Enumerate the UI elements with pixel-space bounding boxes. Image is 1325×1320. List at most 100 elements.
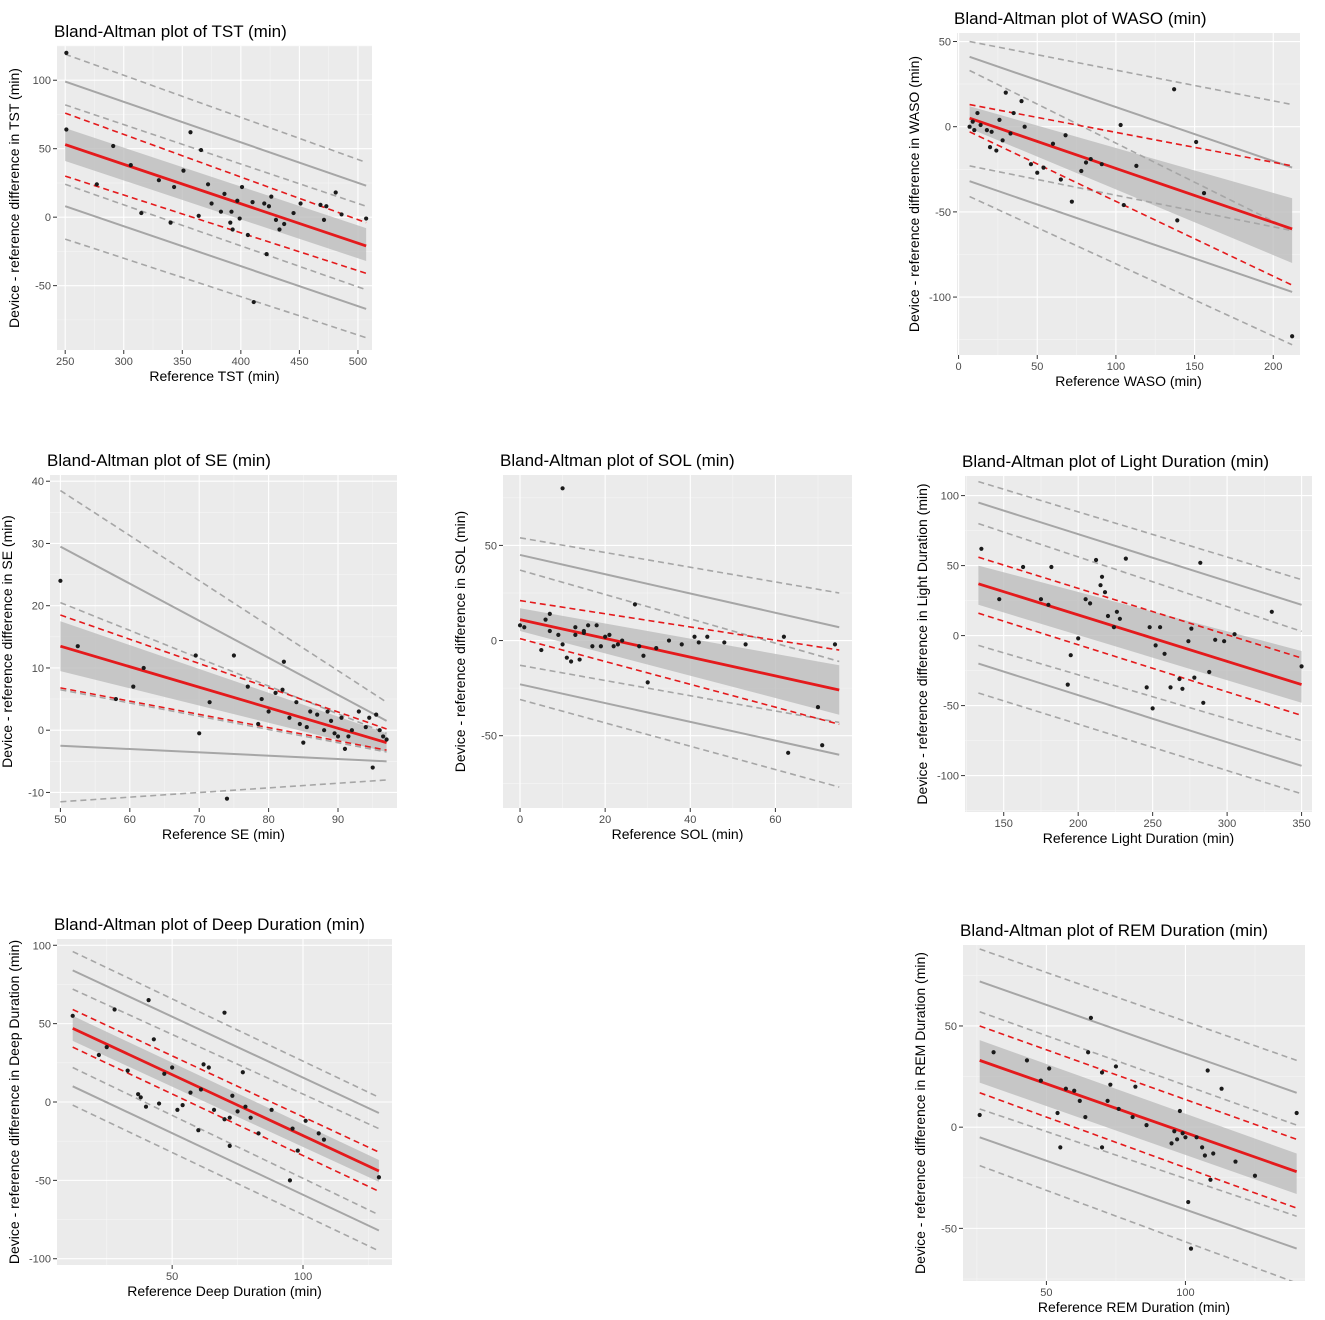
chart-title: Bland-Altman plot of Deep Duration (min)	[54, 915, 365, 934]
data-point	[64, 127, 69, 132]
x-tick-label: 60	[769, 814, 781, 826]
y-tick-label: -50	[481, 731, 497, 743]
data-point	[1189, 626, 1194, 631]
data-point	[250, 200, 255, 205]
data-point	[573, 632, 578, 637]
data-point	[543, 617, 548, 622]
data-point	[987, 145, 993, 150]
data-point	[332, 731, 337, 736]
data-point	[560, 486, 565, 491]
upper-loa-ci-lower	[519, 569, 840, 663]
data-point	[315, 712, 320, 717]
data-point	[227, 1143, 232, 1148]
lower-loa-ci-lower	[519, 698, 840, 788]
data-point	[1194, 1135, 1199, 1140]
y-tick-label: 0	[45, 212, 51, 224]
data-point	[131, 684, 136, 689]
data-point	[991, 1050, 996, 1055]
data-point	[1046, 602, 1051, 607]
y-tick-label: 0	[953, 631, 959, 643]
data-point	[1076, 636, 1081, 641]
data-point	[245, 684, 250, 689]
lower-loa-line	[519, 683, 840, 756]
x-tick-label: 60	[124, 814, 136, 826]
data-point	[94, 182, 99, 187]
x-tick-label: 20	[599, 814, 611, 826]
data-point	[304, 724, 309, 730]
data-point	[201, 1062, 206, 1067]
data-point	[294, 700, 299, 705]
data-point	[237, 216, 242, 221]
data-point	[245, 232, 250, 238]
data-point	[1180, 686, 1185, 691]
data-point	[1172, 87, 1177, 92]
data-point	[273, 217, 279, 223]
lower-loa-line	[979, 1136, 1297, 1250]
data-point	[1105, 1098, 1110, 1103]
data-point	[1028, 162, 1034, 167]
data-point	[1058, 177, 1063, 182]
data-point	[266, 709, 271, 714]
upper-loa-ci-upper	[64, 53, 367, 164]
data-point	[301, 740, 306, 745]
data-point	[227, 1115, 232, 1120]
upper-loa-ci-upper	[978, 480, 1302, 581]
data-point	[280, 687, 285, 692]
y-tick-label: -10	[28, 787, 44, 799]
upper-loa-line	[59, 545, 388, 722]
data-point	[328, 718, 334, 723]
y-tick-label: 50	[945, 1021, 957, 1033]
regression-ci-upper	[978, 556, 1302, 659]
data-point	[324, 204, 329, 209]
x-tick-label: 70	[193, 814, 205, 826]
data-point	[308, 709, 313, 714]
data-point	[743, 642, 748, 647]
data-point	[170, 1065, 175, 1070]
data-point	[1252, 1173, 1258, 1178]
data-point	[1188, 1246, 1194, 1251]
chart-title: Bland-Altman plot of REM Duration (min)	[960, 921, 1268, 940]
data-point	[577, 657, 582, 662]
x-tick-label: 50	[166, 1271, 178, 1283]
y-tick-label: 50	[939, 37, 951, 49]
regression-ci-upper	[969, 103, 1293, 167]
upper-loa-ci-lower	[64, 104, 367, 207]
regression-line	[519, 618, 840, 692]
data-point	[1008, 131, 1013, 136]
data-point	[632, 602, 638, 607]
data-point	[1063, 133, 1068, 138]
data-point	[564, 655, 569, 660]
x-axis-label: Reference SE (min)	[162, 826, 285, 842]
plot-area	[977, 480, 1304, 795]
chart-title: Bland-Altman plot of TST (min)	[54, 22, 287, 41]
data-point	[1208, 1177, 1213, 1182]
data-point	[256, 1131, 261, 1136]
data-point	[1200, 1145, 1205, 1150]
data-point	[287, 1178, 293, 1183]
data-point	[1186, 1199, 1191, 1205]
data-point	[235, 198, 240, 203]
data-point	[1003, 90, 1008, 95]
data-point	[1180, 1131, 1185, 1136]
y-tick-label: 50	[485, 540, 497, 552]
data-point	[1233, 1159, 1238, 1164]
data-point	[175, 1107, 180, 1112]
x-axis-label: Reference WASO (min)	[1055, 373, 1202, 389]
data-point	[637, 644, 642, 649]
regression-ci-upper	[519, 599, 840, 651]
data-point	[997, 117, 1002, 122]
plot-area	[70, 950, 382, 1252]
data-point	[1020, 564, 1026, 570]
data-point	[573, 625, 578, 630]
y-tick-label: 50	[39, 144, 51, 156]
data-point	[70, 1013, 75, 1018]
data-point	[321, 217, 327, 223]
data-point	[1194, 139, 1199, 145]
data-point	[239, 184, 245, 190]
data-point	[1065, 682, 1070, 687]
data-point	[568, 659, 574, 664]
data-point	[1068, 653, 1073, 658]
data-point	[303, 1118, 308, 1123]
y-axis-label: Device - reference difference in SOL (mi…	[452, 511, 468, 772]
x-axis-label: Reference Light Duration (min)	[1043, 830, 1234, 846]
